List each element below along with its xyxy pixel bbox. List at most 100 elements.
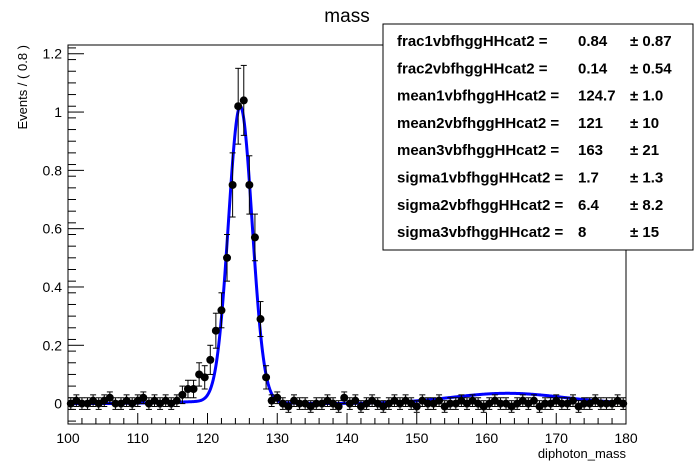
fit-parameter-row: sigma1vbfhggHHcat2 = 1.7 ± 1.3	[397, 170, 663, 187]
data-marker	[580, 399, 589, 408]
y-axis-label: Events / ( 0.8 )	[15, 45, 30, 130]
x-tick-label: 130	[266, 430, 290, 446]
fit-parameters-box: frac1vbfhggHHcat2 = 0.84 ± 0.87 frac2vbfhgg…	[382, 23, 694, 251]
data-marker	[189, 385, 198, 394]
data-point	[89, 394, 98, 408]
parameter-value: 1.7	[578, 170, 599, 187]
parameter-error: ± 0.54	[630, 60, 672, 77]
data-marker	[340, 393, 349, 402]
data-point	[580, 397, 589, 410]
data-point	[245, 155, 254, 215]
data-marker	[217, 306, 226, 315]
data-point	[156, 397, 165, 410]
data-marker	[245, 180, 254, 189]
data-point	[183, 379, 192, 399]
fit-parameter-row: sigma3vbfhggHHcat2 = 8 ± 15	[397, 224, 659, 241]
x-tick-label: 180	[614, 430, 638, 446]
data-point	[446, 397, 455, 410]
y-axis: 0 0.2 0.4 0.6 0.8 1 1.2	[43, 46, 84, 422]
data-marker	[77, 399, 86, 408]
x-tick-label: 120	[196, 430, 220, 446]
fit-parameter-row: mean1vbfhggHHcat2 = 124.7 ± 1.0	[397, 88, 663, 105]
data-marker	[234, 102, 243, 111]
parameter-value: 8	[578, 224, 586, 241]
data-marker	[557, 399, 566, 408]
parameter-error: ± 8.2	[630, 197, 663, 214]
fit-parameters-frame	[382, 23, 694, 251]
data-marker	[223, 253, 232, 262]
data-point	[178, 385, 187, 405]
data-marker	[541, 399, 550, 408]
data-marker	[273, 393, 282, 402]
data-marker	[139, 393, 148, 402]
data-point	[596, 397, 605, 410]
data-marker	[351, 396, 360, 405]
x-axis-label: diphoton_mass	[538, 446, 627, 461]
parameter-value: 0.84	[578, 33, 608, 50]
data-marker	[423, 399, 432, 408]
data-point	[541, 397, 550, 410]
parameter-name: mean3vbfhggHHcat2 =	[397, 142, 559, 159]
data-marker	[312, 399, 321, 408]
data-point	[206, 344, 215, 375]
data-marker	[178, 390, 187, 399]
data-marker	[435, 396, 444, 405]
data-marker	[239, 96, 248, 105]
data-point	[200, 365, 209, 390]
data-marker	[602, 399, 611, 408]
x-tick-label: 150	[405, 430, 429, 446]
parameter-name: frac2vbfhggHHcat2 =	[397, 60, 548, 77]
data-marker	[619, 399, 628, 408]
data-point	[262, 365, 271, 390]
data-point	[619, 397, 628, 410]
parameter-value: 124.7	[578, 88, 616, 105]
data-point	[223, 234, 232, 282]
parameter-name: sigma2vbfhggHHcat2 =	[397, 197, 564, 214]
fit-parameter-row: frac1vbfhggHHcat2 = 0.84 ± 0.87	[397, 33, 672, 50]
y-tick-label: 0	[54, 396, 62, 412]
parameter-name: mean1vbfhggHHcat2 =	[397, 88, 559, 105]
data-marker	[568, 396, 577, 405]
data-point	[273, 391, 282, 405]
y-tick-label: 0.2	[43, 337, 63, 353]
data-marker	[183, 385, 192, 394]
data-marker	[250, 233, 259, 242]
data-marker	[200, 373, 209, 382]
data-point	[250, 213, 259, 262]
y-tick-label: 1.2	[43, 46, 63, 62]
x-tick-label: 170	[545, 430, 569, 446]
data-marker	[295, 399, 304, 408]
chart-title: mass	[324, 6, 369, 27]
parameter-value: 6.4	[578, 197, 600, 214]
data-point	[211, 312, 220, 349]
data-marker	[228, 180, 237, 189]
data-marker	[172, 396, 181, 405]
data-point	[496, 397, 505, 410]
data-point	[295, 397, 304, 410]
data-point	[77, 397, 86, 410]
x-tick-label: 160	[475, 430, 499, 446]
parameter-error: ± 1.0	[630, 88, 663, 105]
data-points-layer	[66, 64, 628, 413]
fit-parameter-row: mean3vbfhggHHcat2 = 163 ± 21	[397, 142, 659, 159]
data-point	[234, 67, 243, 145]
parameter-error: ± 1.3	[630, 170, 663, 187]
data-marker	[412, 402, 421, 411]
data-marker	[496, 399, 505, 408]
parameter-name: mean2vbfhggHHcat2 =	[397, 115, 559, 132]
parameter-error: ± 15	[630, 224, 659, 241]
x-tick-label: 110	[127, 430, 150, 446]
data-point	[557, 397, 566, 410]
data-marker	[596, 399, 605, 408]
parameter-name: frac1vbfhggHHcat2 =	[397, 33, 548, 50]
y-tick-label: 1	[54, 104, 62, 120]
x-tick-label: 100	[56, 430, 80, 446]
y-tick-label: 0.6	[43, 221, 63, 237]
data-point	[239, 64, 248, 136]
data-marker	[262, 373, 271, 382]
x-axis: 100 110 120 130 140 150 160 170 180	[56, 413, 638, 446]
data-point	[608, 397, 617, 410]
data-point	[312, 397, 321, 410]
data-point	[172, 394, 181, 408]
